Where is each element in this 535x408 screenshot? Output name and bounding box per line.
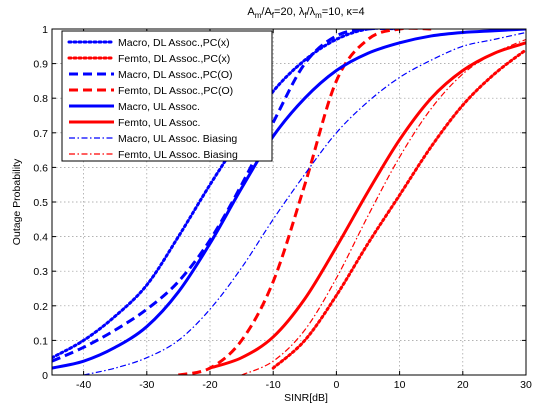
x-tick-label: -30 (139, 379, 154, 391)
legend-label-7: Macro, UL Assoc. Biasing (118, 133, 237, 145)
series-line-2 (271, 48, 526, 370)
y-tick-label: 0.4 (33, 232, 48, 244)
x-tick-label: -20 (202, 379, 217, 391)
legend-label-5: Macro, UL Assoc. (118, 101, 200, 113)
legend-label-4: Femto, DL Assoc.,PC(O) (118, 85, 233, 97)
y-tick-label: 0.6 (33, 162, 48, 174)
legend: Macro, DL Assoc.,PC(x) Femto, DL Assoc.,P… (61, 30, 273, 162)
x-tick-label: 0 (333, 379, 339, 391)
legend-label-8: Femto, UL Assoc. Biasing (118, 149, 238, 161)
x-tick-label: 20 (457, 379, 469, 391)
legend-box (61, 30, 273, 162)
x-tick-label: -40 (76, 379, 91, 391)
series-line-6 (209, 41, 526, 370)
series-line-8 (241, 38, 526, 375)
y-tick-label: 0.2 (33, 301, 48, 313)
y-tick-label: 0.1 (33, 335, 48, 347)
x-tick-label: 10 (394, 379, 406, 391)
y-tick-label: 0.8 (33, 93, 48, 105)
series-line-7 (83, 31, 526, 375)
y-axis-label: Outage Probability (11, 158, 23, 245)
series-line-4 (178, 29, 432, 375)
axis-ticks: -40 -30 -20 -10 0 10 20 30 0 0.1 0.2 0.3 0.4 0.5 0.6 0.… (33, 24, 532, 391)
x-tick-label: -10 (266, 379, 281, 391)
legend-label-2: Femto, DL Assoc.,PC(x) (118, 53, 230, 65)
series-line-5 (52, 29, 526, 370)
legend-label-1: Macro, DL Assoc.,PC(x) (118, 37, 230, 49)
y-tick-label: 1 (42, 24, 48, 36)
legend-label-3: Macro, DL Assoc.,PC(O) (118, 69, 233, 81)
x-tick-label: 30 (520, 379, 532, 391)
y-tick-label: 0.7 (33, 128, 48, 140)
y-tick-label: 0.9 (33, 59, 48, 71)
y-tick-label: 0.3 (33, 266, 48, 278)
y-tick-label: 0 (42, 370, 48, 382)
legend-label-6: Femto, UL Assoc. (118, 117, 200, 129)
y-tick-label: 0.5 (33, 197, 48, 209)
chart-title: Am/Af=20, λf/λm=10, κ=4 (247, 6, 364, 20)
x-axis-label: SINR[dB] (284, 392, 328, 404)
